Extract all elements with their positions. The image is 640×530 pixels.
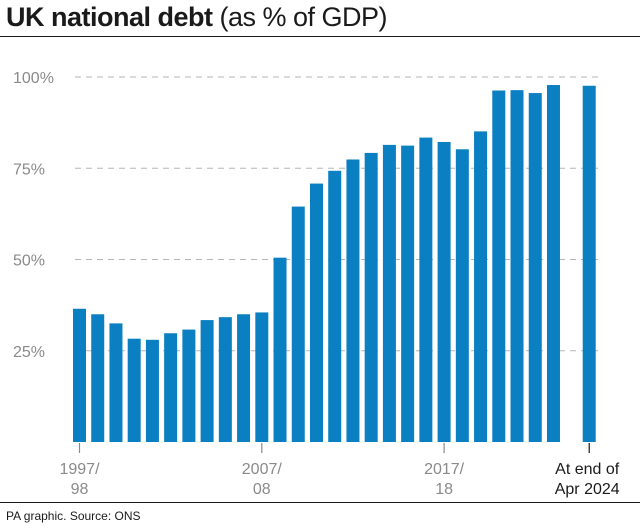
title-bold: UK national debt — [6, 2, 213, 32]
bar-2016-17 — [419, 137, 433, 442]
bar-2000-01 — [127, 338, 141, 442]
bar-2004-05 — [200, 320, 214, 442]
bar-2003-04 — [182, 329, 196, 442]
bar-2009-10 — [291, 206, 305, 442]
bar-2012-13 — [346, 159, 360, 443]
bar-2019-20 — [474, 131, 488, 442]
y-tick-label: 25% — [13, 344, 45, 361]
bar-2015-16 — [401, 145, 415, 442]
y-tick-label: 50% — [13, 253, 45, 270]
bar-chart: 100% 75% 50% 25% 1997/98 2007/08 2017/18 At en… — [13, 70, 620, 498]
bar-2010-11 — [309, 183, 323, 442]
bar-2018-19 — [455, 149, 469, 442]
bar-1997-98 — [73, 308, 86, 442]
x-tick-label: 98 — [71, 481, 89, 498]
bar-2007-08 — [255, 312, 269, 442]
source-credit: PA graphic. Source: ONS — [6, 509, 141, 523]
bar-2008-09 — [273, 257, 287, 442]
bar-2005-06 — [218, 317, 232, 442]
x-tick-label: 1997/ — [59, 461, 100, 478]
bar-1999-00 — [109, 323, 123, 442]
bar-2022-23 — [528, 93, 542, 442]
bottom-divider — [0, 502, 640, 503]
bar-2023-24 — [546, 85, 560, 442]
page-title: UK national debt (as % of GDP) — [6, 2, 388, 33]
bar-2006-07 — [237, 314, 251, 442]
bar-2001-02 — [145, 339, 159, 442]
bar-2021-22 — [510, 90, 524, 442]
bar-1998-99 — [91, 314, 105, 442]
bar-2014-15 — [382, 144, 396, 442]
bar-2002-03 — [164, 333, 178, 442]
bar-2013-14 — [364, 152, 378, 443]
x-tick-label: 2017/ — [424, 461, 465, 478]
title-light: (as % of GDP) — [212, 2, 388, 32]
bars — [73, 85, 596, 443]
x-tick-label: 2007/ — [242, 461, 283, 478]
y-axis-labels: 100% 75% 50% 25% — [13, 70, 54, 361]
x-tick-label: 08 — [253, 481, 271, 498]
x-tick-label: Apr 2024 — [555, 481, 620, 498]
x-axis-labels: 1997/98 2007/08 2017/18 At end of Apr 2024 — [59, 443, 620, 498]
x-tick-label: At end of — [555, 461, 620, 478]
y-tick-label: 100% — [13, 70, 54, 87]
bar-at-end-of-apr-2024 — [582, 85, 596, 442]
bar-2017-18 — [437, 141, 451, 442]
y-tick-label: 75% — [13, 161, 45, 178]
bar-2020-21 — [492, 90, 506, 442]
bar-2011-12 — [328, 170, 342, 442]
top-divider — [0, 36, 640, 37]
x-tick-label: 18 — [435, 481, 453, 498]
